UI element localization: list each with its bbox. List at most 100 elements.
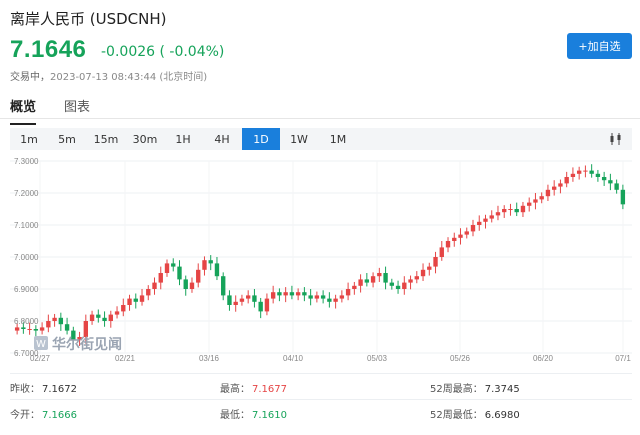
candle	[183, 275, 188, 296]
candle	[383, 266, 388, 290]
candle	[133, 293, 138, 309]
current-price: 7.1646	[10, 36, 87, 63]
candle	[389, 278, 395, 290]
candle	[71, 326, 76, 345]
period-4h[interactable]: 4H	[214, 132, 230, 146]
watermark-logo-icon: W	[34, 336, 48, 350]
add-watchlist-button[interactable]: +加自选	[567, 33, 632, 59]
candle	[46, 314, 51, 333]
candle	[245, 290, 251, 304]
candle	[508, 203, 513, 216]
period-1w[interactable]: 1W	[290, 132, 308, 146]
candle	[202, 256, 207, 276]
price-change: -0.0026 ( -0.04%)	[101, 44, 225, 60]
candle	[589, 164, 594, 178]
candle	[177, 260, 182, 286]
candle	[302, 287, 307, 302]
candle	[533, 193, 538, 210]
period-1m[interactable]: 1m	[20, 132, 38, 146]
candle	[558, 179, 563, 194]
candle	[158, 266, 163, 290]
candle	[345, 282, 351, 301]
candle	[127, 294, 132, 311]
period-1d[interactable]: 1D	[242, 128, 280, 150]
candle	[402, 276, 407, 295]
period-15m[interactable]: 15m	[93, 132, 119, 146]
candle	[527, 197, 532, 212]
candle	[89, 310, 95, 325]
candle	[583, 165, 588, 178]
candle	[370, 272, 376, 288]
candle	[283, 287, 288, 303]
candle	[58, 312, 64, 331]
period-1h[interactable]: 1H	[175, 132, 191, 146]
price-chart[interactable]: 7.3000 7.2000 7.1000 7.0000 6.9000 6.8000 6.70…	[10, 153, 632, 365]
candle	[352, 281, 357, 295]
stat-low: 最低： 7.1610	[220, 410, 287, 421]
stat-high: 最高： 7.1677	[220, 384, 287, 395]
period-30m[interactable]: 30m	[132, 132, 158, 146]
candle	[108, 310, 113, 328]
candle	[52, 313, 57, 327]
candle	[470, 219, 476, 237]
y-tick-label: 6.9000	[14, 285, 39, 294]
stat-52w-high: 52周最高： 7.3745	[430, 384, 520, 395]
candle	[196, 263, 201, 288]
candle	[21, 322, 26, 334]
candle	[270, 285, 276, 304]
candle	[233, 295, 238, 312]
period-selector: 1m 5m 15m 30m 1H 4H 1D 1W 1M	[10, 128, 632, 150]
tab-chart[interactable]: 图表	[64, 100, 91, 115]
candle	[377, 267, 382, 282]
candle	[514, 202, 519, 217]
candle	[27, 322, 32, 335]
candle	[114, 306, 120, 319]
candle	[614, 179, 619, 194]
y-tick-label: 7.2000	[14, 189, 39, 198]
candle	[33, 325, 39, 338]
candle	[64, 317, 70, 335]
tab-overview[interactable]: 概览	[10, 96, 37, 125]
candle	[264, 293, 270, 316]
chart-type-button[interactable]	[600, 128, 632, 150]
period-1mo[interactable]: 1M	[329, 132, 347, 146]
candle	[452, 232, 457, 247]
x-tick-label: 05/26	[450, 354, 471, 363]
y-tick-label: 7.1000	[14, 221, 39, 230]
candle	[252, 289, 257, 308]
y-tick-label: 7.3000	[14, 157, 39, 166]
candle	[439, 241, 444, 261]
candle	[551, 180, 557, 196]
watermark: W 华尔街见闻	[34, 336, 122, 353]
candle	[502, 205, 507, 218]
candle	[495, 205, 501, 221]
candle	[408, 275, 413, 290]
candle	[395, 280, 401, 294]
candle	[414, 271, 419, 284]
candle	[289, 285, 295, 300]
candle	[595, 169, 601, 182]
candle	[608, 173, 613, 191]
candle	[208, 255, 213, 271]
candle	[171, 258, 176, 272]
watermark-text: 华尔街见闻	[52, 336, 122, 353]
tabs-divider	[0, 118, 640, 119]
candle	[308, 289, 313, 306]
x-tick-label: 02/21	[115, 354, 136, 363]
candle	[239, 294, 245, 306]
candle	[14, 323, 20, 335]
candle	[121, 298, 126, 317]
period-5m[interactable]: 5m	[58, 132, 76, 146]
stats-row: 昨收： 7.1672 最高： 7.1677 52周最高： 7.3745	[10, 373, 632, 399]
candle	[464, 227, 469, 239]
candle	[576, 166, 582, 180]
candle	[314, 291, 320, 303]
candle	[420, 263, 426, 281]
candle	[358, 274, 363, 293]
candle	[214, 257, 220, 281]
candle	[227, 290, 232, 311]
stat-open: 今开： 7.1666	[10, 410, 77, 421]
svg-text:W: W	[36, 339, 46, 350]
candle	[545, 184, 551, 201]
candle	[445, 237, 451, 253]
